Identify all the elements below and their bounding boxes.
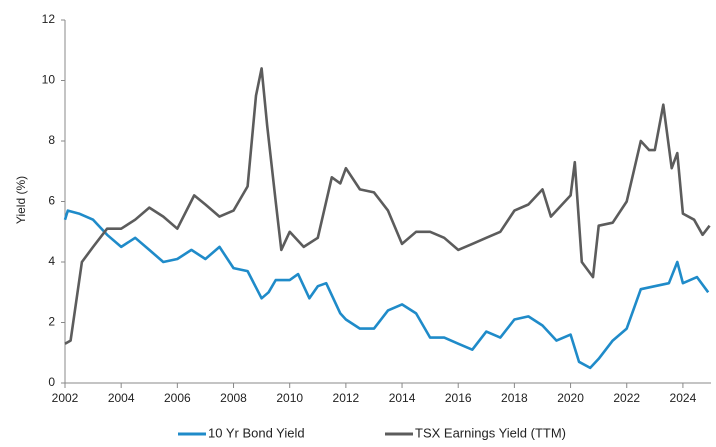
y-tick-label: 0 xyxy=(48,375,55,389)
x-tick-label: 2002 xyxy=(52,391,79,405)
x-tick-label: 2010 xyxy=(276,391,303,405)
x-tick-label: 2018 xyxy=(501,391,528,405)
x-tick-label: 2016 xyxy=(445,391,472,405)
y-tick-label: 2 xyxy=(48,315,55,329)
x-tick-label: 2024 xyxy=(670,391,697,405)
x-tick-label: 2004 xyxy=(108,391,135,405)
x-tick-label: 2012 xyxy=(333,391,360,405)
x-tick-label: 2008 xyxy=(220,391,247,405)
y-tick-label: 10 xyxy=(42,73,56,87)
x-tick-label: 2020 xyxy=(557,391,584,405)
line xyxy=(64,67,711,345)
x-tick-label: 2022 xyxy=(613,391,640,405)
legend-label: 10 Yr Bond Yield xyxy=(208,425,305,440)
y-tick-label: 4 xyxy=(48,254,55,268)
y-tick-label: 8 xyxy=(48,133,55,147)
legend-label: TSX Earnings Yield (TTM) xyxy=(415,425,566,440)
y-axis-label: Yield (%) xyxy=(14,176,28,224)
y-tick-label: 12 xyxy=(42,12,56,26)
y-tick-label: 6 xyxy=(48,194,55,208)
x-tick-label: 2006 xyxy=(164,391,191,405)
line xyxy=(63,209,710,370)
x-tick-label: 2014 xyxy=(389,391,416,405)
